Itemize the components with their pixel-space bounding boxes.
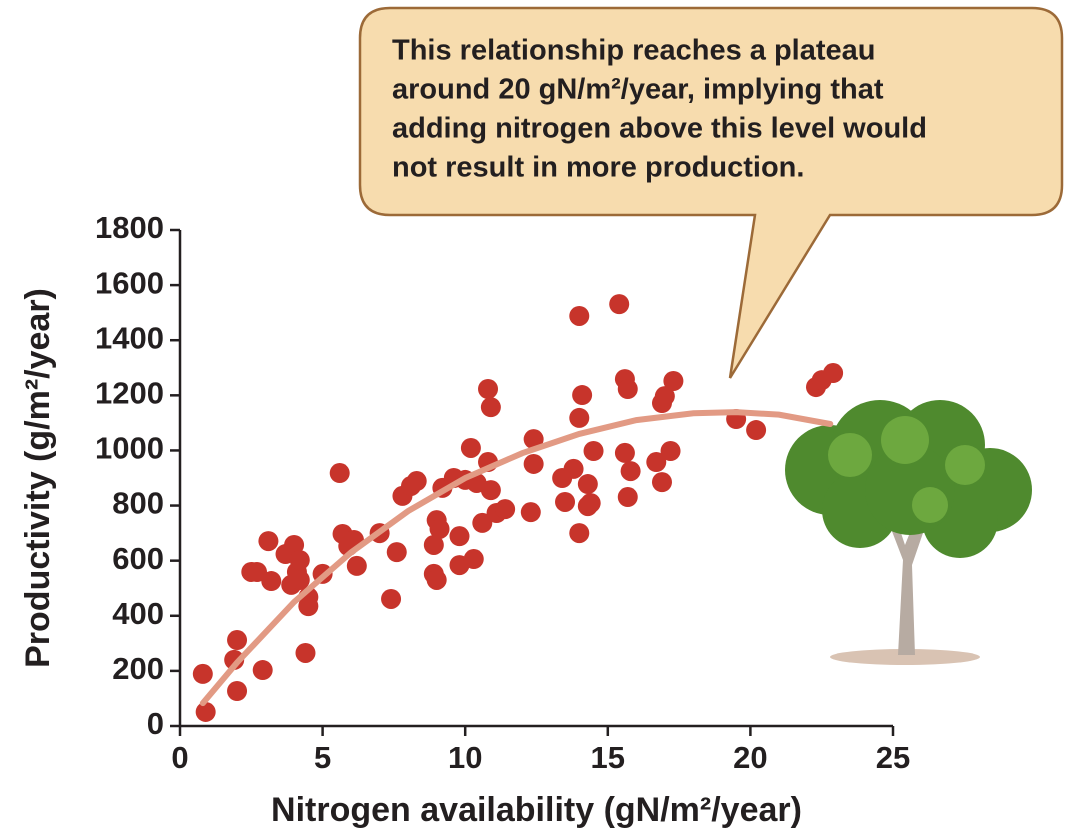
- y-tick-label: 200: [112, 651, 164, 686]
- data-point: [478, 378, 499, 399]
- data-point: [227, 630, 248, 651]
- data-point: [583, 440, 604, 461]
- x-tick-label: 10: [448, 740, 482, 775]
- data-point: [295, 642, 316, 663]
- data-point: [569, 523, 590, 544]
- x-tick-label: 15: [591, 740, 625, 775]
- y-tick-label: 1000: [95, 431, 164, 466]
- data-point: [495, 499, 516, 520]
- data-point: [386, 542, 407, 563]
- data-point: [580, 493, 601, 514]
- callout-bubble: [358, 6, 1064, 379]
- data-point: [663, 371, 684, 392]
- data-point: [423, 534, 444, 555]
- x-tick-label: 5: [314, 740, 331, 775]
- data-point: [284, 534, 305, 555]
- trunk: [880, 495, 935, 655]
- y-tick-label: 1200: [95, 376, 164, 411]
- y-tick-label: 400: [112, 596, 164, 631]
- data-point: [252, 660, 273, 681]
- data-point: [261, 571, 282, 592]
- data-point: [298, 596, 319, 617]
- y-tick-label: 1600: [95, 265, 164, 300]
- data-point: [346, 555, 367, 576]
- x-tick-label: 25: [876, 740, 910, 775]
- trend-line: [199, 409, 834, 707]
- data-point: [449, 526, 470, 547]
- data-point: [572, 385, 593, 406]
- annotation-line: around 20 gN/m²/year, implying that: [392, 74, 884, 106]
- data-point: [563, 458, 584, 479]
- data-point: [617, 378, 638, 399]
- data-point: [617, 487, 638, 508]
- y-tick-label: 600: [112, 541, 164, 576]
- data-point: [247, 561, 268, 582]
- data-point: [460, 437, 481, 458]
- data-point: [224, 649, 245, 670]
- data-point: [654, 386, 675, 407]
- data-point: [523, 429, 544, 450]
- data-point: [569, 407, 590, 428]
- data-point: [609, 294, 630, 315]
- data-point: [555, 491, 576, 512]
- data-point: [195, 701, 216, 722]
- data-point: [746, 420, 767, 441]
- data-point: [258, 531, 279, 552]
- data-point: [289, 550, 310, 571]
- annotation-line: This relationship reaches a plateau: [392, 35, 876, 67]
- data-point: [646, 452, 667, 473]
- callout: [358, 6, 1064, 379]
- data-point: [569, 305, 590, 326]
- ground: [830, 649, 980, 665]
- data-point: [614, 442, 635, 463]
- data-point: [823, 363, 844, 384]
- x-tick-label: 0: [171, 740, 188, 775]
- data-point: [426, 569, 447, 590]
- annotation-line: adding nitrogen above this level would: [392, 113, 927, 145]
- data-point: [620, 461, 641, 482]
- data-point: [227, 681, 248, 702]
- canopy-light: [828, 416, 985, 523]
- x-axis-title: Nitrogen availability (gN/m²/year): [271, 791, 802, 829]
- data-point: [577, 474, 598, 495]
- y-axis-title: Productivity (g/m²/year): [19, 288, 57, 668]
- data-point: [660, 440, 681, 461]
- data-point: [406, 471, 427, 492]
- annotation-line: not result in more production.: [392, 152, 804, 184]
- data-point: [429, 518, 450, 539]
- y-tick-label: 800: [112, 486, 164, 521]
- data-point: [472, 512, 493, 533]
- data-point: [329, 463, 350, 484]
- y-tick-label: 1800: [95, 210, 164, 245]
- y-tick-label: 1400: [95, 320, 164, 355]
- data-point: [381, 588, 402, 609]
- data-point: [480, 397, 501, 418]
- data-point: [480, 480, 501, 501]
- data-point: [520, 502, 541, 523]
- data-point: [651, 472, 672, 493]
- data-point: [192, 663, 213, 684]
- tree: [785, 400, 1032, 665]
- data-point: [463, 549, 484, 570]
- y-tick-label: 0: [147, 706, 164, 741]
- x-tick-label: 20: [733, 740, 767, 775]
- data-point: [523, 453, 544, 474]
- data-point: [289, 569, 310, 590]
